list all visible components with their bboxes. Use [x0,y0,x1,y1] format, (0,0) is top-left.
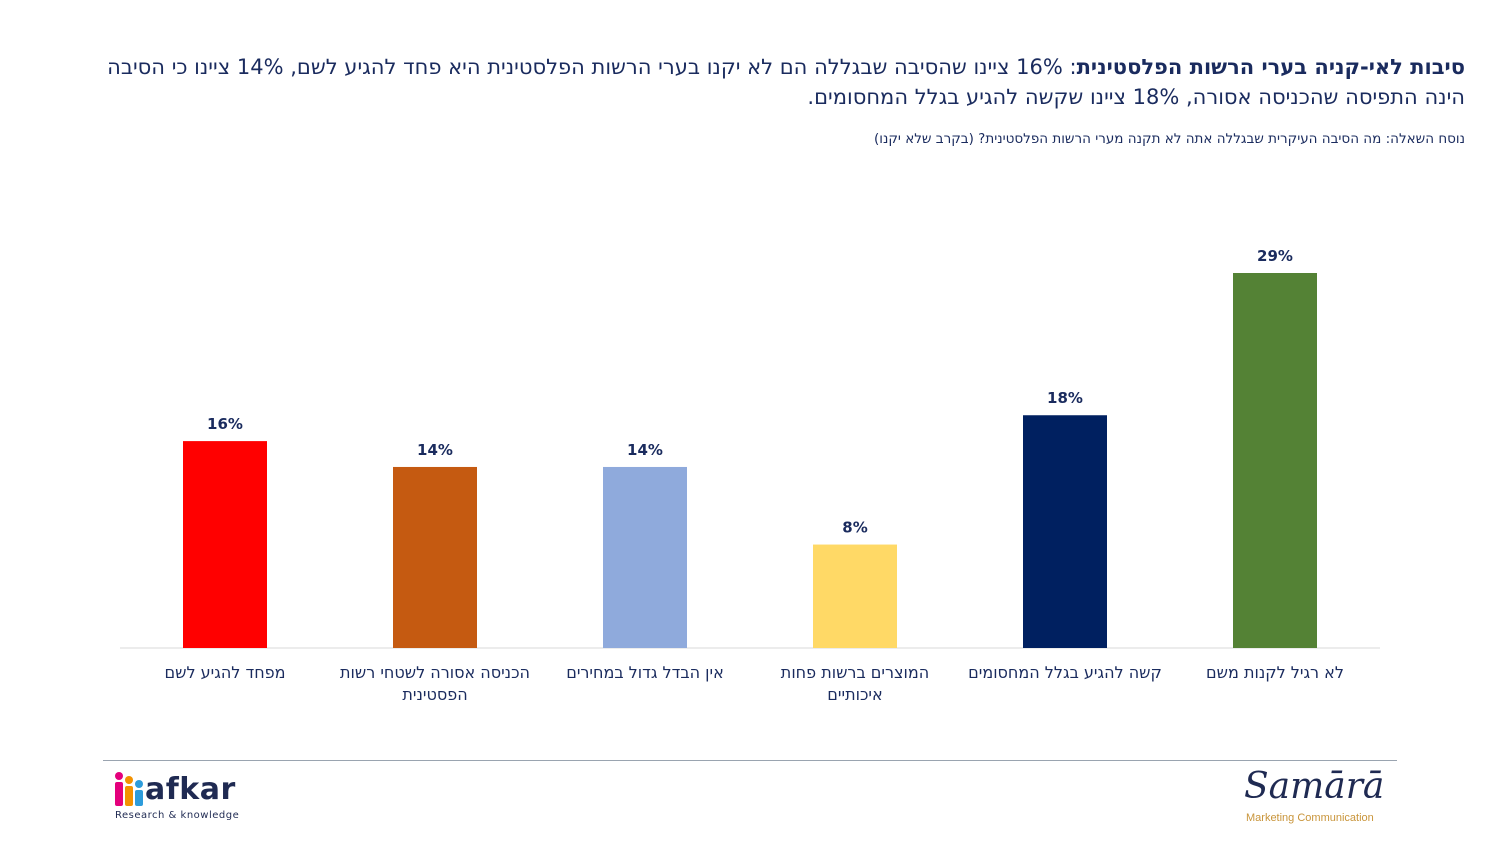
bar-6 [1233,273,1317,648]
category-label-4: המוצרים ברשות פחות איכותיים [780,663,930,704]
bar-value-label-4: 8% [842,519,867,537]
bar-value-label-1: 16% [207,415,243,433]
afkar-tagline: Research & knowledge [115,810,240,821]
headline-lead: סיבות לאי-קניה בערי הרשות הפלסטינית [1076,55,1465,79]
bar-2 [393,466,477,648]
afkar-logo: afkar Research & knowledge [113,768,253,828]
afkar-people-icon [115,772,143,806]
category-label-6: לא רגיל לקנות משם [1206,663,1344,682]
category-label-2: הכניסה אסורה לשטחי רשות הפסטינית [340,663,530,704]
category-label-5: קשה להגיע בגלל המחסומים [968,663,1162,682]
bar-1 [183,441,267,648]
bar-value-label-5: 18% [1047,389,1083,407]
bar-value-label-3: 14% [627,441,663,459]
bar-3 [603,466,687,648]
samara-logo: Samārā Marketing Communication [1238,766,1388,830]
samara-wordmark: Samārā [1244,766,1385,807]
question-text: נוסח השאלה: מה הסיבה העיקרית שבגללה אתה … [874,131,1465,147]
bar-4 [813,544,897,648]
afkar-wordmark: afkar [145,772,236,807]
bar-value-label-2: 14% [417,441,453,459]
category-label-3: אין הבדל גדול במחירים [566,663,724,682]
bar-value-label-6: 29% [1257,247,1293,265]
headline-rest: : 16% ציינו שהסיבה שבגללה הם לא יקנו בער… [107,55,1465,109]
samara-tagline: Marketing Communication [1246,812,1374,824]
category-label-1: מפחד להגיע לשם [164,663,286,682]
bars-group: 16% 14% 14% 8% 18% 29% [183,247,1317,648]
footer-divider [103,760,1397,761]
bar-5 [1023,415,1107,648]
headline: סיבות לאי-קניה בערי הרשות הפלסטינית: 16%… [70,52,1465,112]
